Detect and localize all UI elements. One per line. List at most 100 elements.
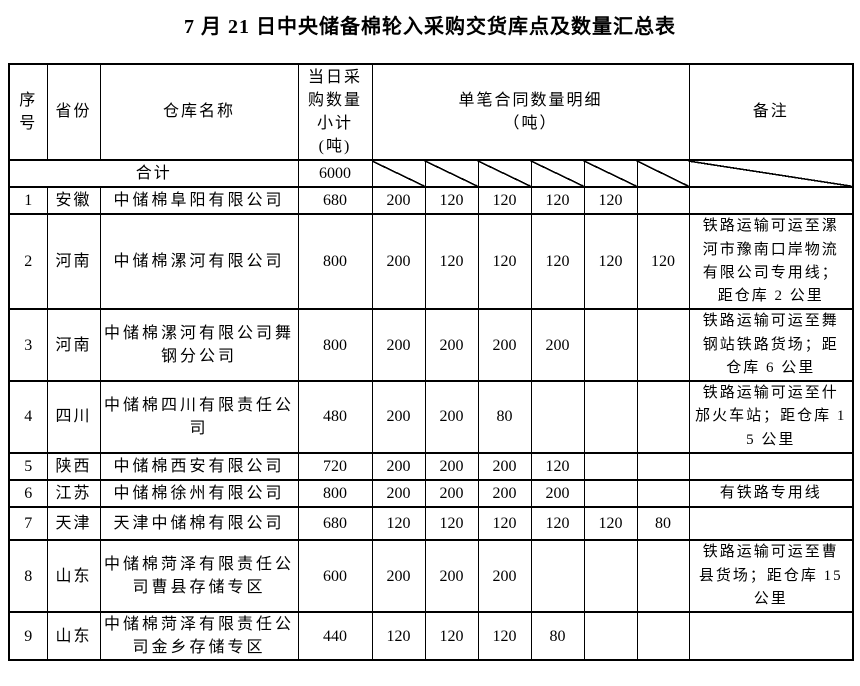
header-detail-unit: （吨） bbox=[503, 115, 558, 132]
cell-detail: 120 bbox=[530, 451, 585, 482]
cell-detail: 200 bbox=[424, 380, 479, 454]
cell-subtotal: 600 bbox=[297, 539, 373, 613]
cell-subtotal: 720 bbox=[297, 451, 373, 482]
cell-province: 山东 bbox=[46, 610, 101, 662]
cell-seq: 3 bbox=[8, 308, 48, 383]
cell-subtotal: 480 bbox=[297, 380, 373, 454]
table-row: 1 安徽 中储棉阜阳有限公司 680 200 120 120 120 120 bbox=[8, 186, 854, 216]
cell-detail: 120 bbox=[424, 186, 479, 216]
cell-warehouse: 天津中储棉有限公司 bbox=[99, 506, 299, 542]
cell-subtotal: 680 bbox=[297, 506, 373, 542]
header-detail: 单笔合同数量明细 （吨） bbox=[371, 63, 690, 161]
cell-seq: 8 bbox=[8, 539, 48, 613]
total-detail-diagonal-cell bbox=[530, 158, 585, 189]
cell-detail: 200 bbox=[424, 451, 479, 482]
cell-detail: 120 bbox=[477, 186, 532, 216]
cell-subtotal: 800 bbox=[297, 479, 373, 509]
cell-seq: 2 bbox=[8, 213, 48, 311]
cell-detail: 200 bbox=[477, 539, 532, 613]
cell-seq: 6 bbox=[8, 479, 48, 509]
cell-subtotal: 680 bbox=[297, 186, 373, 216]
cell-warehouse: 中储棉菏泽有限责任公司金乡存储专区 bbox=[99, 610, 299, 662]
cell-detail bbox=[583, 451, 638, 482]
header-province: 省份 bbox=[46, 63, 101, 161]
cell-detail: 120 bbox=[530, 213, 585, 311]
cell-detail: 200 bbox=[477, 308, 532, 383]
cell-detail: 120 bbox=[424, 610, 479, 662]
cell-province: 河南 bbox=[46, 308, 101, 383]
cell-detail: 120 bbox=[371, 610, 426, 662]
total-detail-diagonal-cell bbox=[477, 158, 532, 189]
cell-detail: 200 bbox=[371, 186, 426, 216]
total-detail-diagonal-cell bbox=[424, 158, 479, 189]
table-row: 7 天津 天津中储棉有限公司 680 120 120 120 120 120 8… bbox=[8, 506, 854, 542]
cell-detail: 200 bbox=[371, 308, 426, 383]
cell-detail bbox=[583, 479, 638, 509]
cell-detail: 200 bbox=[424, 308, 479, 383]
cell-detail: 120 bbox=[530, 506, 585, 542]
cell-detail: 80 bbox=[636, 506, 690, 542]
cell-seq: 7 bbox=[8, 506, 48, 542]
cell-detail: 120 bbox=[530, 186, 585, 216]
cell-detail: 80 bbox=[530, 610, 585, 662]
cell-warehouse: 中储棉西安有限公司 bbox=[99, 451, 299, 482]
summary-table: 序号 省份 仓库名称 当日采购数量小计 (吨) 单笔合同数量明细 （吨） 备注 合计… bbox=[8, 63, 855, 662]
table-row: 5 陕西 中储棉西安有限公司 720 200 200 200 120 bbox=[8, 451, 854, 482]
cell-warehouse: 中储棉阜阳有限公司 bbox=[99, 186, 299, 216]
cell-remark: 铁路运输可运至舞钢站铁路货场；距仓库 6 公里 bbox=[688, 308, 854, 383]
cell-detail: 120 bbox=[583, 186, 638, 216]
cell-detail bbox=[636, 186, 690, 216]
cell-detail: 120 bbox=[477, 506, 532, 542]
total-row: 合计 6000 bbox=[8, 158, 854, 189]
cell-detail bbox=[636, 610, 690, 662]
page-title: 7 月 21 日中央储备棉轮入采购交货库点及数量汇总表 bbox=[184, 16, 676, 38]
cell-remark: 有铁路专用线 bbox=[688, 479, 854, 509]
cell-detail bbox=[583, 610, 638, 662]
table-row: 2 河南 中储棉漯河有限公司 800 200 120 120 120 120 1… bbox=[8, 213, 854, 311]
cell-detail bbox=[583, 539, 638, 613]
cell-detail: 200 bbox=[371, 451, 426, 482]
cell-detail bbox=[636, 479, 690, 509]
header-row: 序号 省份 仓库名称 当日采购数量小计 (吨) 单笔合同数量明细 （吨） 备注 bbox=[8, 63, 854, 161]
cell-seq: 9 bbox=[8, 610, 48, 662]
cell-subtotal: 440 bbox=[297, 610, 373, 662]
table-row: 8 山东 中储棉菏泽有限责任公司曹县存储专区 600 200 200 200 铁… bbox=[8, 539, 854, 613]
header-subtotal: 当日采购数量小计 (吨) bbox=[297, 63, 373, 161]
cell-detail: 200 bbox=[424, 479, 479, 509]
cell-detail: 200 bbox=[530, 479, 585, 509]
cell-province: 陕西 bbox=[46, 451, 101, 482]
cell-detail: 200 bbox=[371, 380, 426, 454]
cell-detail: 120 bbox=[636, 213, 690, 311]
total-subtotal: 6000 bbox=[297, 158, 373, 189]
cell-detail bbox=[636, 539, 690, 613]
total-remark-diagonal-cell bbox=[688, 158, 854, 189]
cell-warehouse: 中储棉菏泽有限责任公司曹县存储专区 bbox=[99, 539, 299, 613]
cell-province: 山东 bbox=[46, 539, 101, 613]
cell-remark bbox=[688, 186, 854, 216]
cell-warehouse: 中储棉四川有限责任公司 bbox=[99, 380, 299, 454]
cell-province: 江苏 bbox=[46, 479, 101, 509]
cell-detail bbox=[583, 380, 638, 454]
cell-detail: 120 bbox=[583, 506, 638, 542]
cell-remark: 铁路运输可运至曹县货场；距仓库 15 公里 bbox=[688, 539, 854, 613]
cell-province: 安徽 bbox=[46, 186, 101, 216]
header-subtotal-line1: 当日采购数量小计 bbox=[307, 68, 362, 132]
cell-detail: 200 bbox=[530, 308, 585, 383]
header-remark: 备注 bbox=[688, 63, 854, 161]
cell-detail bbox=[530, 539, 585, 613]
cell-detail: 120 bbox=[424, 506, 479, 542]
cell-detail bbox=[636, 451, 690, 482]
header-seq: 序号 bbox=[8, 63, 48, 161]
cell-detail: 120 bbox=[477, 610, 532, 662]
cell-warehouse: 中储棉漯河有限公司舞钢分公司 bbox=[99, 308, 299, 383]
table-row: 3 河南 中储棉漯河有限公司舞钢分公司 800 200 200 200 200 … bbox=[8, 308, 854, 383]
cell-remark: 铁路运输可运至什邡火车站；距仓库 15 公里 bbox=[688, 380, 854, 454]
cell-detail: 200 bbox=[424, 539, 479, 613]
cell-subtotal: 800 bbox=[297, 308, 373, 383]
total-label: 合计 bbox=[8, 158, 299, 189]
header-subtotal-unit: (吨) bbox=[318, 138, 352, 156]
cell-seq: 1 bbox=[8, 186, 48, 216]
total-detail-diagonal-cell bbox=[583, 158, 638, 189]
cell-remark bbox=[688, 451, 854, 482]
cell-detail: 120 bbox=[477, 213, 532, 311]
